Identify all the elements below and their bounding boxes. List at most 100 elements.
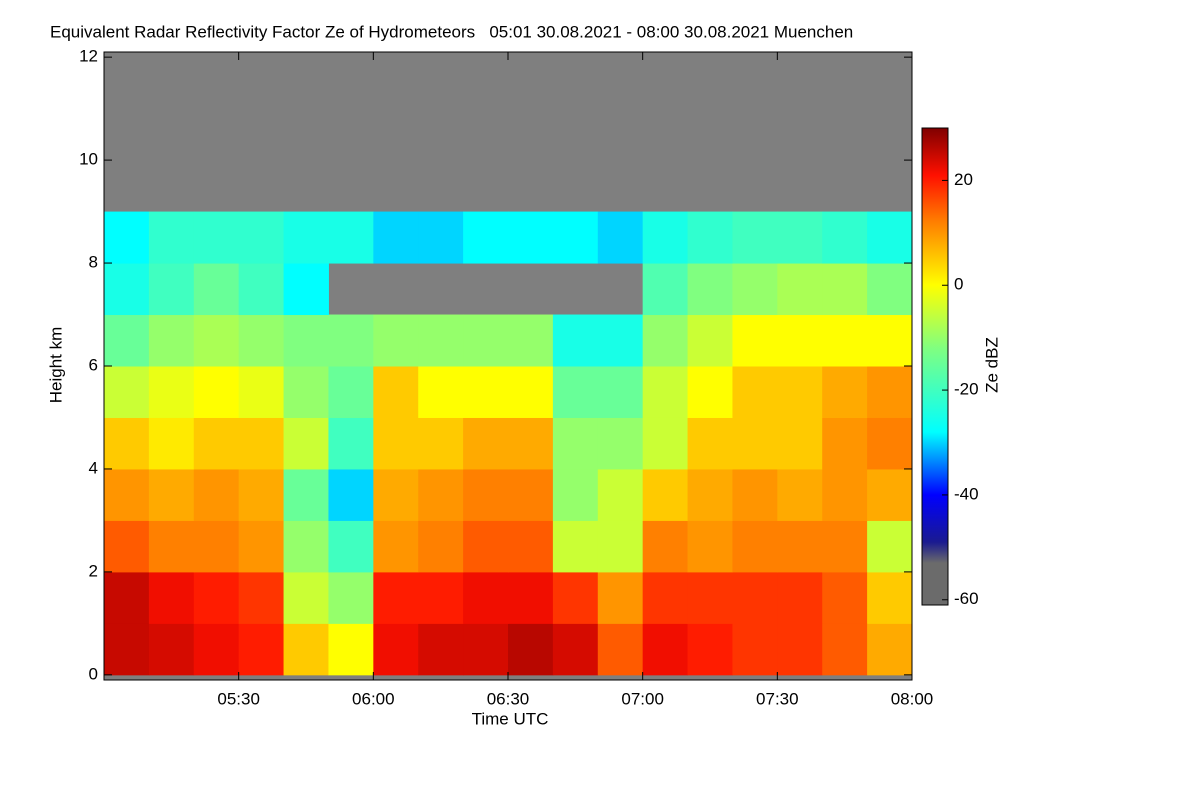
heatmap-cell bbox=[732, 571, 778, 624]
heatmap-cell bbox=[642, 314, 689, 367]
colorbar-tick-label: -40 bbox=[954, 484, 979, 503]
heatmap-cell bbox=[597, 520, 644, 573]
y-tick-label: 2 bbox=[89, 561, 98, 580]
heatmap-cell bbox=[148, 520, 195, 573]
y-tick-label: 8 bbox=[89, 253, 98, 272]
heatmap-cell bbox=[822, 263, 868, 316]
heatmap-cell bbox=[687, 366, 733, 418]
heatmap-cell bbox=[822, 211, 868, 264]
heatmap-cell bbox=[508, 623, 554, 676]
colorbar-label: Ze dBZ bbox=[982, 337, 1001, 393]
heatmap-cell bbox=[777, 366, 823, 418]
heatmap-cell bbox=[732, 623, 778, 676]
heatmap-cell bbox=[104, 211, 150, 264]
heatmap-cell bbox=[193, 417, 240, 470]
heatmap-cell bbox=[687, 520, 733, 573]
heatmap-cell bbox=[642, 263, 689, 316]
heatmap-cell bbox=[463, 211, 509, 264]
heatmap-cell bbox=[597, 211, 644, 264]
heatmap-cell bbox=[104, 366, 150, 418]
heatmap-cell bbox=[642, 520, 689, 573]
heatmap-cell bbox=[732, 468, 778, 521]
heatmap-cell bbox=[642, 623, 689, 676]
heatmap-cell bbox=[732, 314, 778, 367]
heatmap-cell bbox=[283, 366, 329, 418]
x-tick-label: 07:00 bbox=[621, 689, 664, 708]
heatmap-cell bbox=[148, 263, 195, 316]
colorbar-tick-label: -20 bbox=[954, 380, 979, 399]
heatmap-cell bbox=[463, 417, 509, 470]
colorbar-tick-label: 0 bbox=[954, 275, 963, 294]
heatmap-cell bbox=[508, 211, 554, 264]
heatmap-cell bbox=[597, 314, 644, 367]
heatmap-cell bbox=[777, 520, 823, 573]
heatmap-cell bbox=[238, 623, 285, 676]
heatmap-cell bbox=[777, 417, 823, 470]
heatmap-cell bbox=[283, 623, 329, 676]
heatmap-cell bbox=[148, 211, 195, 264]
heatmap-cell bbox=[777, 211, 823, 264]
heatmap-cell bbox=[373, 468, 419, 521]
heatmap-cell bbox=[777, 623, 823, 676]
chart-title: Equivalent Radar Reflectivity Factor Ze … bbox=[50, 22, 853, 41]
heatmap-cell bbox=[732, 366, 778, 418]
heatmap-cell bbox=[867, 211, 913, 264]
heatmap-cell bbox=[373, 520, 419, 573]
heatmap-cell bbox=[463, 623, 509, 676]
heatmap-cell bbox=[148, 623, 195, 676]
heatmap-cell bbox=[328, 468, 374, 521]
colorbar-tick-label: 20 bbox=[954, 170, 973, 189]
heatmap-cell bbox=[777, 314, 823, 367]
heatmap-cell bbox=[732, 520, 778, 573]
heatmap-cell bbox=[777, 263, 823, 316]
heatmap-cell bbox=[373, 571, 419, 624]
heatmap-cell bbox=[463, 468, 509, 521]
heatmap-cell bbox=[328, 314, 374, 367]
y-tick-label: 12 bbox=[79, 47, 98, 66]
heatmap-cell bbox=[283, 263, 329, 316]
heatmap-cell bbox=[193, 623, 240, 676]
heatmap-cell bbox=[283, 417, 329, 470]
heatmap-cell bbox=[822, 468, 868, 521]
x-tick-label: 05:30 bbox=[217, 689, 260, 708]
y-tick-label: 10 bbox=[79, 150, 98, 169]
heatmap-cell bbox=[104, 468, 150, 521]
heatmap-cell bbox=[687, 314, 733, 367]
heatmap-cell bbox=[552, 520, 599, 573]
heatmap-cell bbox=[238, 366, 285, 418]
heatmap-cell bbox=[283, 468, 329, 521]
heatmap-cell bbox=[148, 314, 195, 367]
heatmap-cell bbox=[552, 468, 599, 521]
heatmap-cell bbox=[597, 571, 644, 624]
heatmap-cell bbox=[193, 468, 240, 521]
heatmap-cell bbox=[418, 211, 464, 264]
heatmap-cell bbox=[418, 623, 464, 676]
heatmap-cell bbox=[508, 520, 554, 573]
heatmap-cell bbox=[508, 571, 554, 624]
heatmap-cell bbox=[463, 366, 509, 418]
heatmap-cell bbox=[418, 468, 464, 521]
heatmap-cell bbox=[148, 571, 195, 624]
heatmap-cell bbox=[104, 623, 150, 676]
x-tick-label: 07:30 bbox=[756, 689, 799, 708]
heatmap-cell bbox=[552, 417, 599, 470]
heatmap-cell bbox=[373, 314, 419, 367]
heatmap-cell bbox=[687, 571, 733, 624]
heatmap-cell bbox=[732, 263, 778, 316]
heatmap-cell bbox=[328, 520, 374, 573]
heatmap-cell bbox=[418, 366, 464, 418]
heatmap-cell bbox=[104, 263, 150, 316]
heatmap-cell bbox=[597, 417, 644, 470]
heatmap-cell bbox=[373, 623, 419, 676]
heatmap-cell bbox=[822, 520, 868, 573]
heatmap-cell bbox=[552, 211, 599, 264]
heatmap-cell bbox=[418, 314, 464, 367]
heatmap-cell bbox=[822, 623, 868, 676]
heatmap-cell bbox=[283, 571, 329, 624]
heatmap-cell bbox=[552, 571, 599, 624]
heatmap-cell bbox=[238, 468, 285, 521]
heatmap-cell bbox=[687, 623, 733, 676]
heatmap-cell bbox=[283, 520, 329, 573]
x-tick-label: 06:30 bbox=[487, 689, 530, 708]
